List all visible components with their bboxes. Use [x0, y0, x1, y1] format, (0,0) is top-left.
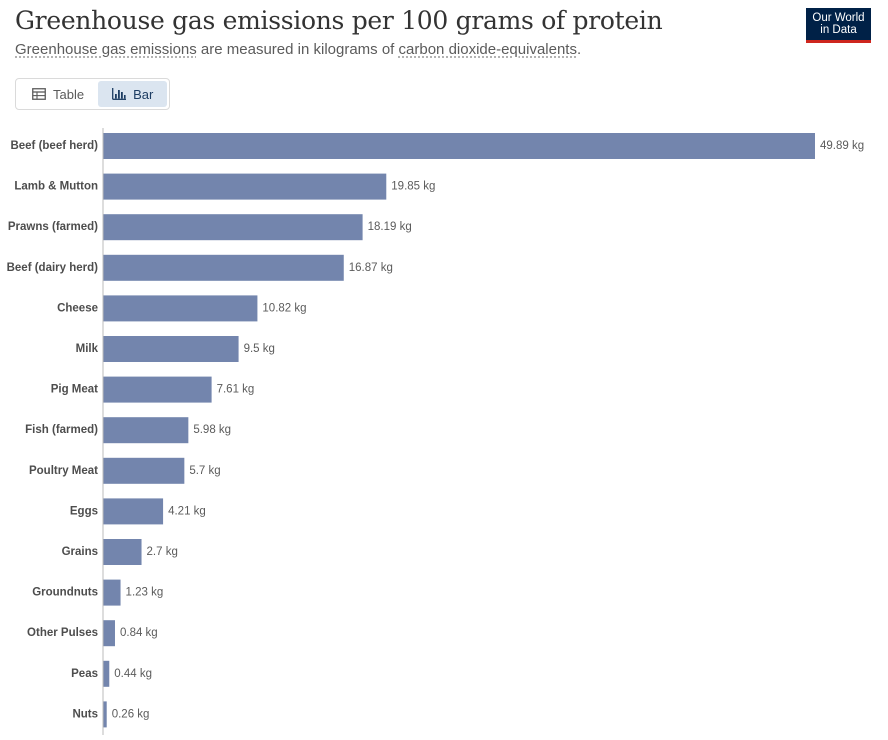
subtitle-term-ghg[interactable]: Greenhouse gas emissions — [15, 41, 197, 58]
category-label: Pig Meat — [51, 384, 98, 396]
subtitle-end: . — [576, 41, 582, 58]
value-label: 9.5 kg — [244, 343, 275, 355]
bar[interactable] — [103, 254, 344, 281]
category-label: Beef (dairy herd) — [7, 262, 99, 274]
value-label: 10.82 kg — [262, 302, 306, 314]
bar[interactable] — [103, 295, 258, 322]
tab-table-label: Table — [53, 86, 85, 102]
value-label: 1.23 kg — [126, 587, 164, 599]
logo-line1: Our World — [812, 12, 865, 24]
category-label: Eggs — [70, 505, 98, 517]
tab-table[interactable]: Table — [18, 81, 98, 107]
bar[interactable] — [103, 660, 110, 687]
bar[interactable] — [103, 336, 239, 362]
value-label: 4.21 kg — [168, 505, 206, 517]
chart-title: Greenhouse gas emissions per 100 grams o… — [15, 6, 663, 35]
value-label: 0.84 kg — [120, 627, 158, 639]
value-label: 16.87 kg — [349, 262, 393, 274]
logo-line2: in Data — [820, 24, 857, 36]
chart-subtitle: Greenhouse gas emissions are measured in… — [15, 41, 581, 58]
owid-logo[interactable]: Our World in Data — [806, 8, 871, 43]
bar[interactable] — [103, 457, 185, 484]
category-label: Other Pulses — [27, 627, 98, 639]
tab-bar[interactable]: Bar — [98, 81, 168, 107]
value-label: 49.89 kg — [820, 140, 864, 152]
category-label: Groundnuts — [32, 587, 98, 599]
value-label: 19.85 kg — [391, 181, 435, 193]
table-icon — [32, 88, 46, 100]
bar[interactable] — [103, 417, 189, 444]
value-label: 0.26 kg — [112, 708, 150, 720]
bar[interactable] — [103, 214, 363, 241]
bar[interactable] — [103, 173, 387, 200]
value-label: 18.19 kg — [368, 221, 412, 233]
bar[interactable] — [103, 376, 212, 403]
value-label: 5.98 kg — [193, 424, 231, 436]
tab-bar-label: Bar — [133, 86, 154, 102]
category-label: Fish (farmed) — [25, 424, 98, 436]
category-label: Cheese — [57, 302, 98, 314]
bar[interactable] — [103, 498, 164, 525]
category-label: Nuts — [72, 708, 98, 720]
value-label: 0.44 kg — [114, 668, 152, 680]
subtitle-text: are measured in kilograms of — [196, 41, 399, 58]
category-label: Prawns (farmed) — [8, 221, 98, 233]
category-label: Milk — [76, 343, 99, 355]
category-label: Lamb & Mutton — [14, 181, 98, 193]
bar[interactable] — [103, 539, 142, 565]
bar[interactable] — [103, 579, 121, 606]
bar[interactable] — [103, 620, 115, 647]
value-label: 7.61 kg — [217, 384, 255, 396]
subtitle-term-co2eq[interactable]: carbon dioxide-equivalents — [398, 41, 577, 58]
view-tabs: Table Bar — [15, 78, 171, 110]
value-label: 2.7 kg — [147, 546, 178, 558]
category-label: Peas — [71, 668, 98, 680]
bar[interactable] — [103, 133, 815, 159]
category-label: Grains — [62, 546, 98, 558]
bar[interactable] — [103, 701, 107, 728]
value-label: 5.7 kg — [189, 465, 220, 477]
category-label: Poultry Meat — [29, 465, 98, 477]
bar-chart-icon — [112, 88, 127, 100]
category-label: Beef (beef herd) — [10, 140, 98, 152]
